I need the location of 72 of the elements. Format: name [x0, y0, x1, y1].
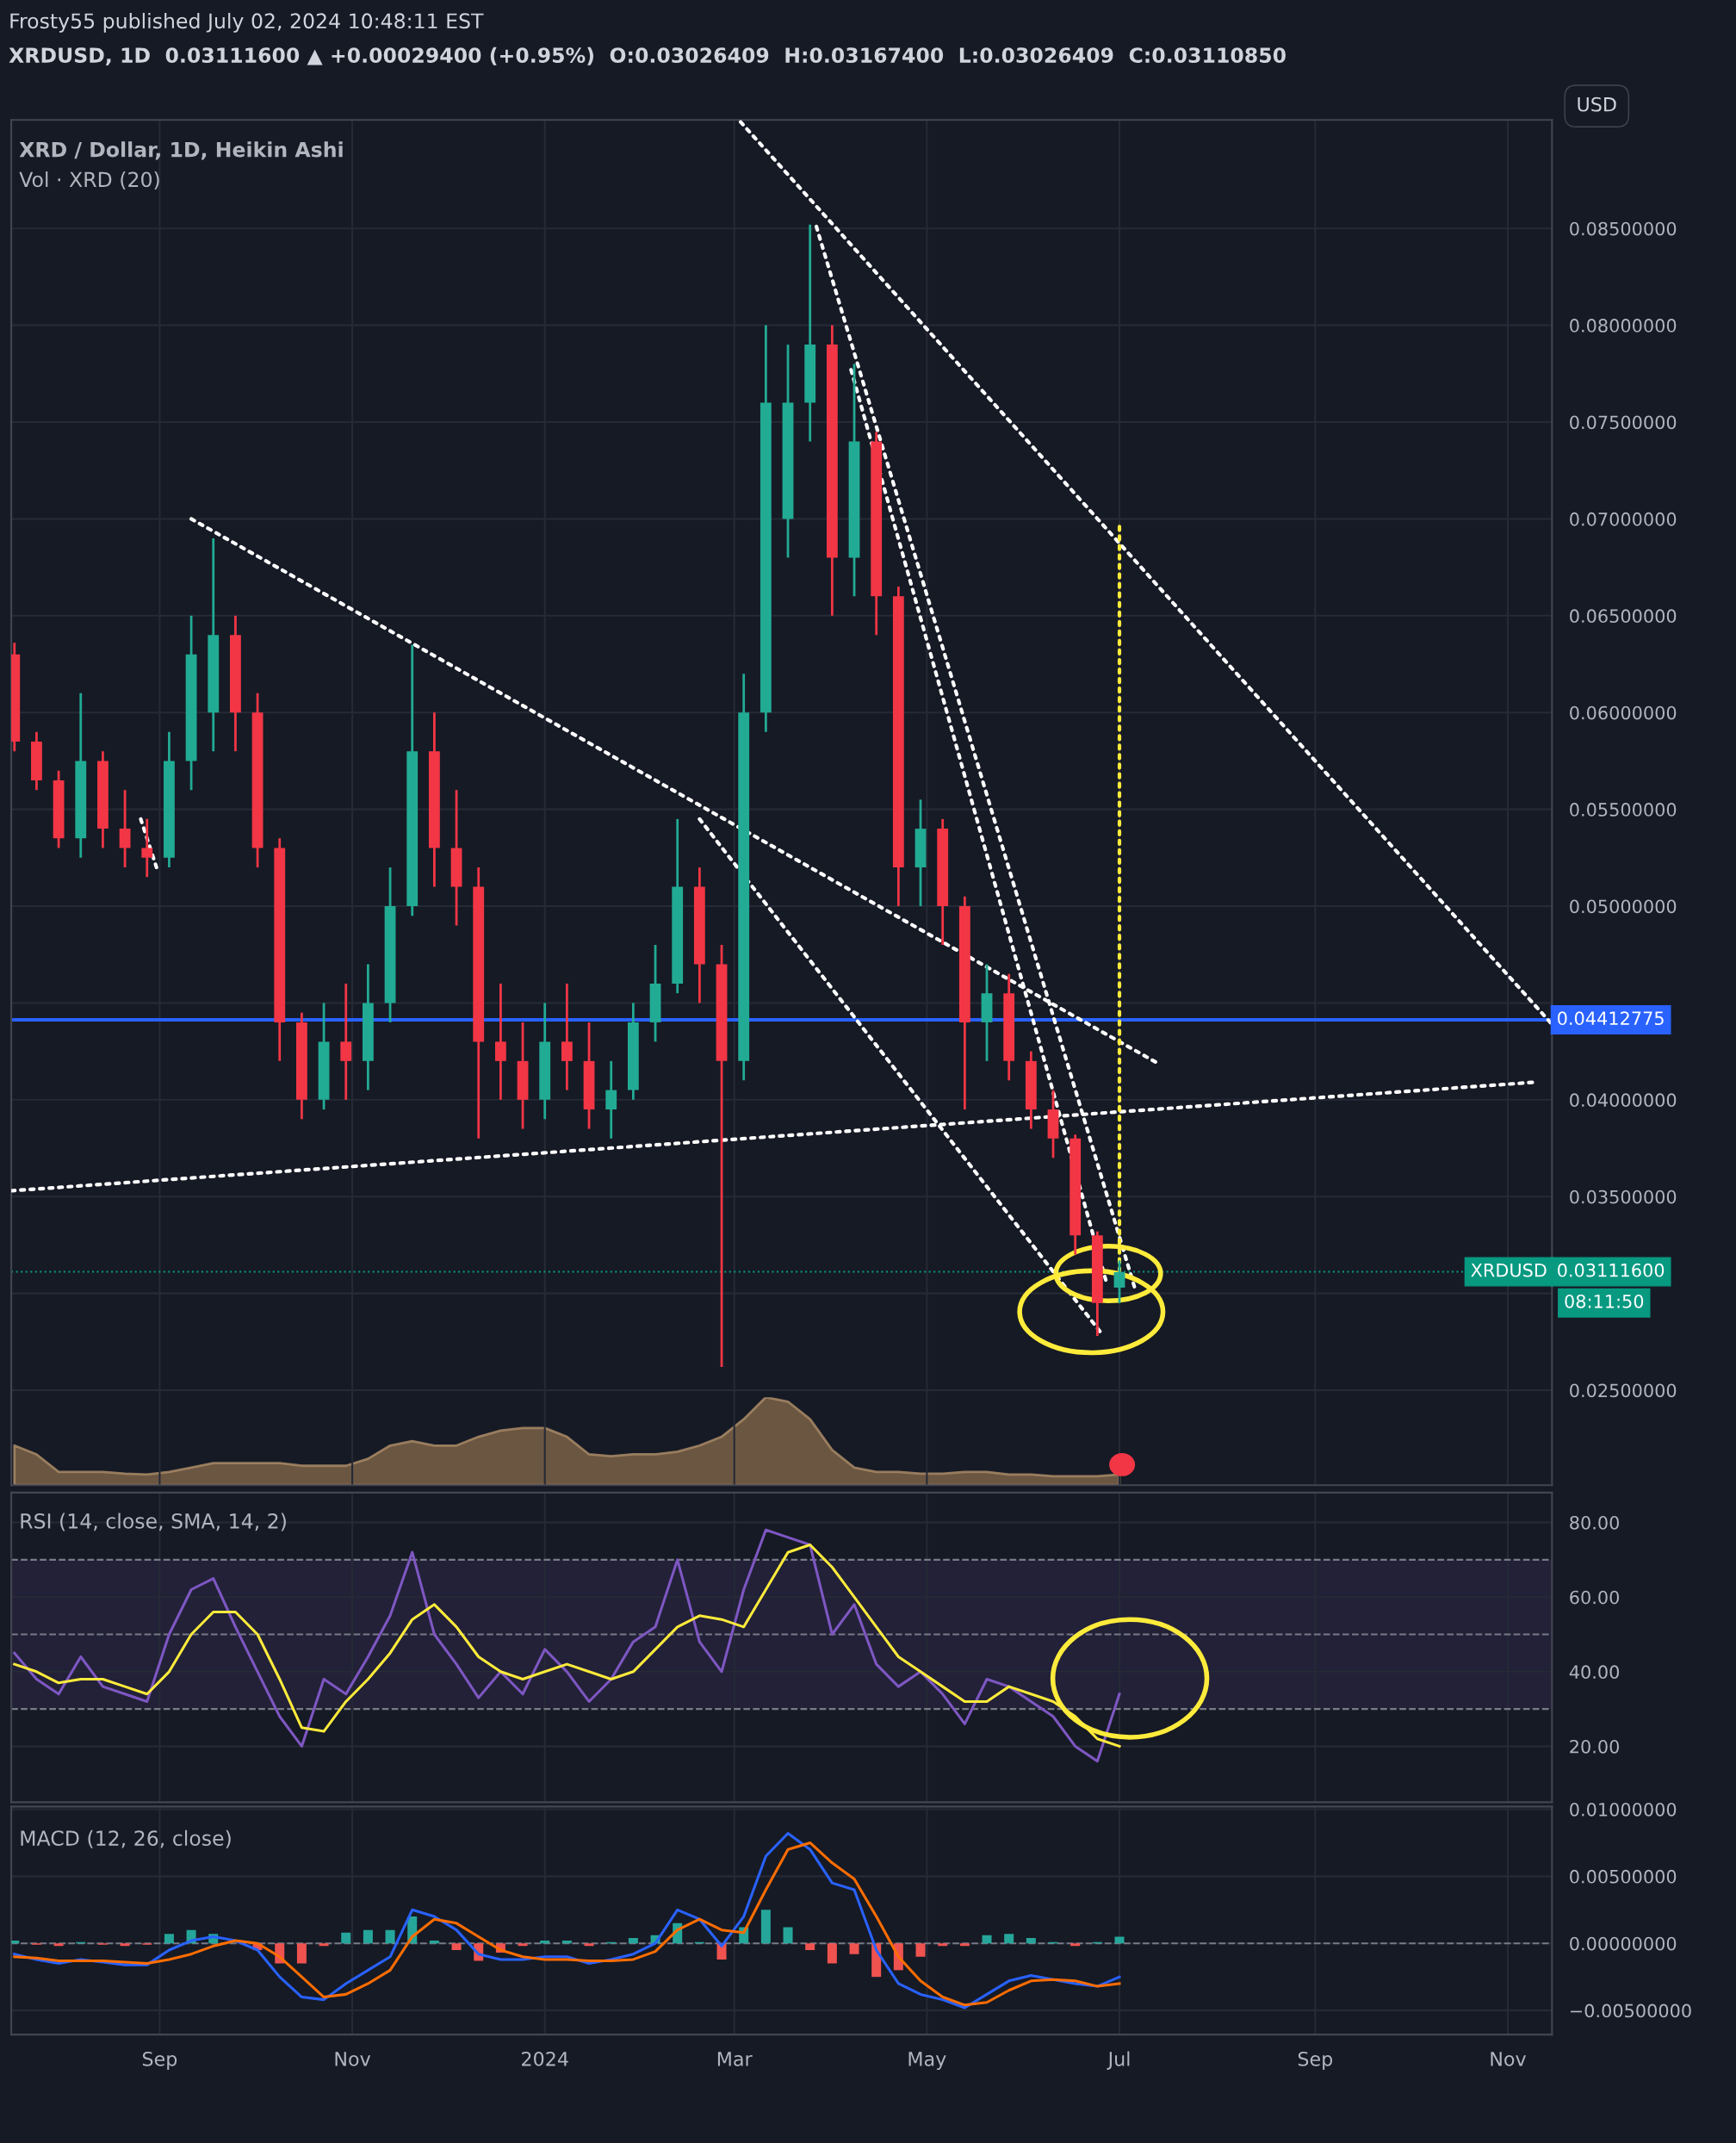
y-tick-label: −0.00500000: [1570, 2003, 1691, 2018]
bar: [1004, 1934, 1014, 1944]
bar: [319, 1943, 329, 1947]
bar: [915, 1943, 926, 1957]
candlestick: [340, 982, 352, 1102]
bar: [959, 1943, 970, 1947]
bar: [429, 1941, 439, 1944]
y-tick-label: 0.06000000: [1570, 705, 1677, 720]
y-tick-label: 0.02500000: [1570, 1383, 1677, 1398]
bar: [783, 1927, 793, 1944]
text: RSI (14, close, SMA, 14, 2): [21, 1513, 286, 1531]
bar: [584, 1943, 594, 1947]
bar: [982, 1935, 992, 1944]
y-tick-label: 0.06500000: [1570, 609, 1677, 624]
text: XRD / Dollar, 1D, Heikin Ashi: [19, 141, 343, 160]
bar: [1114, 1936, 1125, 1944]
bar: [849, 1943, 859, 1954]
bar: [827, 1943, 837, 1964]
x-tick-label: 2024: [522, 2051, 568, 2066]
bar: [938, 1943, 948, 1947]
ref-line-label: 0.03111600: [1558, 1263, 1665, 1277]
bar: [561, 1941, 572, 1944]
bar: [451, 1943, 462, 1950]
bar: [540, 1941, 550, 1944]
y-tick-label: 0.07500000: [1570, 415, 1677, 430]
y-tick-label: 0.05500000: [1570, 803, 1677, 817]
text: 08:11:50: [1565, 1294, 1644, 1308]
bar: [341, 1932, 351, 1944]
text: MACD (12, 26, close): [21, 1829, 231, 1848]
candlestick: [494, 982, 506, 1102]
bar: [1070, 1943, 1081, 1947]
ref-line-label: 0.04412775: [1558, 1011, 1664, 1026]
y-tick-label: 0.04000000: [1570, 1093, 1677, 1108]
x-tick-label: Mar: [717, 2052, 753, 2066]
bar: [628, 1937, 638, 1944]
bar: [296, 1943, 307, 1964]
y-tick-label: 0.01000000: [1570, 1802, 1677, 1817]
text: XRDUSD, 1D 0.03111600 ▲ +0.00029400 (+0.95%) O:0.03026409 H:0.03167400 L:0.03026409 C:0.03110850: [9, 47, 1286, 66]
bar: [518, 1943, 528, 1947]
y-tick-label: 0.03500000: [1570, 1190, 1677, 1204]
text: USD: [1578, 96, 1616, 112]
bar: [1026, 1937, 1036, 1944]
y-tick-label: 0.07000000: [1570, 512, 1677, 526]
x-tick-label: May: [908, 2052, 946, 2071]
y-tick-label: 20.00: [1570, 1739, 1620, 1754]
y-tick-label: 0.08500000: [1570, 221, 1677, 236]
bar: [120, 1943, 130, 1947]
y-tick-label: 80.00: [1570, 1516, 1620, 1530]
y-tick-label: 0.00500000: [1570, 1869, 1677, 1884]
candlestick: [1113, 1259, 1125, 1305]
x-tick-label: Sep: [142, 2051, 177, 2071]
bar: [363, 1929, 373, 1944]
bar: [385, 1929, 395, 1944]
bar: [53, 1943, 64, 1947]
text: Frosty55 published July 02, 2024 10:48:11 EST: [10, 12, 484, 33]
chart-title: Vol · XRD (20): [19, 171, 159, 190]
y-tick-label: 0.08000000: [1570, 319, 1677, 332]
bar: [805, 1943, 815, 1950]
y-tick-label: 0.00000000: [1570, 1936, 1677, 1951]
x-tick-label: Jul: [1107, 2051, 1130, 2070]
x-tick-label: Nov: [1491, 2052, 1526, 2066]
candlestick: [561, 982, 573, 1091]
x-tick-label: Sep: [1298, 2051, 1333, 2071]
candlestick: [119, 788, 131, 869]
bar: [760, 1910, 771, 1944]
x-tick-label: Nov: [335, 2052, 371, 2066]
y-tick-label: 60.00: [1570, 1590, 1620, 1605]
candlestick: [605, 1059, 617, 1140]
bar: [164, 1934, 174, 1944]
y-tick-label: 40.00: [1569, 1665, 1620, 1680]
y-tick-label: 0.05000000: [1570, 899, 1677, 914]
annotation: XRDUSD: [1471, 1263, 1547, 1277]
